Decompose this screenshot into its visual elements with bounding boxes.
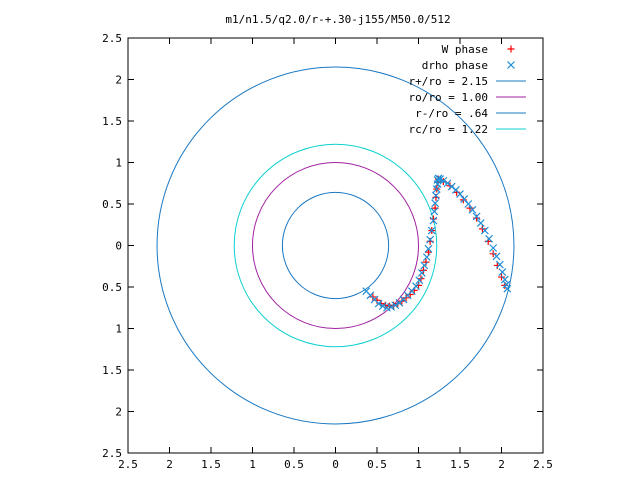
drho-phase-point	[422, 253, 431, 262]
drho-phase-point	[412, 282, 420, 291]
legend-marker	[507, 61, 515, 69]
drho-phase-point	[417, 268, 426, 277]
drho-phase-point	[424, 244, 433, 253]
chart-title: m1/n1.5/q2.0/r-+.30-j155/M50.0/512	[225, 13, 450, 26]
y-tick-label: 1	[115, 323, 122, 336]
drho-phase-point	[500, 275, 509, 284]
drho-phase-point	[429, 216, 438, 225]
drho-phase-point	[498, 268, 507, 276]
x-tick-label: 1	[249, 458, 256, 471]
drho-phase-point	[426, 235, 435, 244]
legend-label: r+/ro = 2.15	[409, 75, 488, 88]
y-tick-label: 2	[115, 406, 122, 419]
x-tick-label: 2.5	[118, 458, 138, 471]
circle-series	[156, 66, 515, 425]
drho-phase-point	[495, 260, 504, 269]
y-tick-label: 2.5	[102, 32, 122, 45]
drho-phase-point	[432, 191, 440, 200]
drho-phase-point	[431, 199, 440, 208]
y-tick-label: 0.5	[102, 281, 122, 294]
drho-phase-point	[464, 200, 473, 208]
drho-phase-series	[362, 174, 512, 312]
drho-phase-point	[420, 261, 429, 270]
drho-phase-point	[374, 299, 383, 308]
y-tick-label: 1.5	[102, 115, 122, 128]
y-tick-label: 2.5	[102, 447, 122, 460]
legend-label: ro/ro = 1.00	[409, 91, 488, 104]
legend: W phase drho phase r+/ro = 2.15 ro/ro = 1.0…	[409, 43, 526, 136]
circle-r-3	[252, 162, 419, 329]
drho-phase-point	[427, 226, 436, 235]
drho-phase-point	[415, 276, 424, 285]
legend-label: W phase	[442, 43, 488, 56]
w-phase-series	[369, 175, 509, 310]
x-tick-label: 0	[332, 458, 339, 471]
y-tick-label: 0	[115, 240, 122, 253]
drho-phase-point	[468, 205, 477, 214]
drho-phase-point	[378, 302, 387, 311]
y-axis: 2.5 2 1.5 1 0.5 0 0.5 1 1.5 2 2.5	[102, 32, 543, 460]
circle-r-4	[281, 191, 390, 300]
y-tick-label: 1	[115, 157, 122, 170]
drho-phase-point	[503, 284, 512, 293]
drho-phase-point	[480, 226, 489, 235]
drho-phase-point	[387, 302, 396, 311]
circle-r-5	[233, 143, 438, 348]
drho-phase-point	[476, 219, 485, 228]
point-series	[362, 174, 512, 312]
y-tick-label: 0.5	[102, 198, 122, 211]
drho-phase-point	[439, 176, 448, 185]
w-phase-point	[424, 248, 432, 256]
circle-r-2	[156, 66, 515, 425]
x-tick-label: 0.5	[284, 458, 304, 471]
drho-phase-point	[430, 207, 439, 216]
x-tick-label: 1	[415, 458, 422, 471]
x-tick-label: 1.5	[201, 458, 221, 471]
x-tick-label: 2.5	[533, 458, 553, 471]
y-tick-label: 1.5	[102, 364, 122, 377]
x-tick-label: 1.5	[450, 458, 470, 471]
drho-phase-point	[472, 212, 481, 221]
x-tick-label: 2	[498, 458, 505, 471]
legend-label: drho phase	[422, 59, 488, 72]
legend-label: rc/ro = 1.22	[409, 123, 488, 136]
legend-marker	[507, 45, 515, 53]
drho-phase-point	[391, 301, 400, 310]
drho-phase-point	[492, 252, 501, 261]
legend-label: r-/ro = .64	[415, 107, 488, 120]
drho-phase-point	[489, 244, 498, 252]
x-tick-label: 0.5	[367, 458, 387, 471]
x-axis: 2.5 2 1.5 1 0.5 0 0.5 1 1.5 2 2.5	[118, 38, 553, 471]
x-tick-label: 2	[166, 458, 173, 471]
y-tick-label: 2	[115, 74, 122, 87]
drho-phase-point	[485, 234, 493, 243]
